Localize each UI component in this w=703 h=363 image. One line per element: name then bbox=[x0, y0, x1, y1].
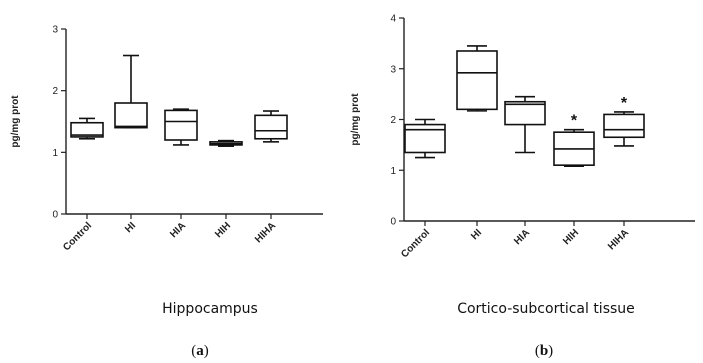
y-tick-label: 2 bbox=[52, 86, 58, 97]
box-iqr bbox=[504, 100, 546, 126]
y-tick-label: 3 bbox=[52, 25, 58, 36]
significance-marker: * bbox=[571, 113, 578, 130]
x-tick-label: HIHA bbox=[253, 220, 278, 245]
y-tick-label: 4 bbox=[390, 14, 396, 25]
y-axis-label: pg/mg prot bbox=[10, 95, 21, 148]
panel-letter: a bbox=[196, 343, 204, 359]
x-tick-label: HI bbox=[123, 220, 138, 235]
box-plot-hia bbox=[164, 108, 198, 146]
x-tick-label: HIA bbox=[168, 220, 188, 240]
box-plot-control bbox=[70, 117, 104, 140]
panel-label: (a) bbox=[191, 343, 209, 359]
x-tick-label: HIA bbox=[512, 227, 532, 247]
y-tick-label: 1 bbox=[52, 148, 58, 159]
panel-caption: Cortico-subcortical tissue bbox=[457, 301, 635, 317]
x-tick-label: HI bbox=[469, 227, 484, 242]
y-tick-label: 2 bbox=[390, 115, 396, 126]
panel-letter: b bbox=[540, 343, 548, 359]
y-tick-label: 0 bbox=[52, 210, 58, 221]
x-tick-label: Control bbox=[399, 227, 432, 260]
box-iqr bbox=[254, 114, 288, 140]
box-iqr bbox=[164, 109, 198, 141]
box-iqr bbox=[70, 121, 104, 138]
y-tick-label: 1 bbox=[390, 166, 396, 177]
x-tick-label: Control bbox=[61, 220, 94, 253]
box-plot-control bbox=[404, 118, 446, 159]
chart-panel-a: 0 1 2 3 pg/mg prot Control HI HIA HIH HIHA Hippoca… bbox=[10, 25, 323, 359]
x-tick-label: HIH bbox=[213, 220, 233, 240]
box-iqr bbox=[456, 50, 498, 111]
box-plot-hih: * bbox=[553, 113, 595, 167]
box-iqr bbox=[603, 113, 645, 139]
y-tick-label: 3 bbox=[390, 64, 396, 75]
x-tick-label: HIH bbox=[561, 227, 581, 247]
box-plot-hiha bbox=[254, 110, 288, 143]
box-plot-hiha: * bbox=[603, 95, 645, 147]
y-axis-label: pg/mg prot bbox=[350, 93, 361, 146]
box-plot-hia bbox=[504, 95, 546, 154]
box-iqr bbox=[114, 102, 148, 129]
box-plot-hih bbox=[209, 139, 243, 147]
chart-panel-b: 0 1 2 3 4 pg/mg prot Control HI HIA HIH * HIHA * Cort… bbox=[350, 14, 695, 359]
x-tick-label: HIHA bbox=[606, 227, 631, 252]
panel-caption: Hippocampus bbox=[162, 301, 258, 317]
box-plot-hi bbox=[456, 45, 498, 112]
box-iqr bbox=[404, 123, 446, 154]
significance-marker: * bbox=[621, 95, 628, 112]
y-tick-label: 0 bbox=[390, 217, 396, 228]
box-plot-hi bbox=[114, 54, 148, 129]
panel-label: (b) bbox=[535, 343, 553, 359]
